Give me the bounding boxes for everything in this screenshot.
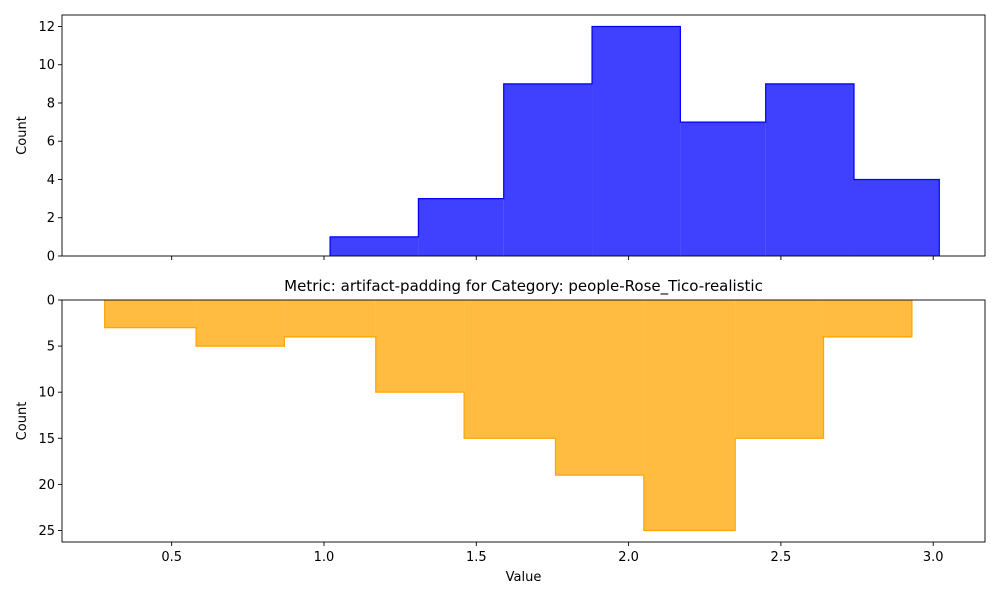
top-histogram-panel: 0 2 4 6 8 10 12 Count	[15, 14, 986, 265]
bottom-y-tick-label: 10	[38, 386, 55, 401]
top-y-tick-label: 0	[47, 250, 55, 265]
bottom-x-tick-label: 2.0	[618, 550, 639, 565]
top-hist-bar	[418, 198, 504, 256]
top-y-tick-label: 8	[47, 96, 55, 111]
bottom-hist-bar	[823, 300, 912, 337]
top-hist-bar	[765, 83, 855, 256]
bottom-x-tick-label: 0.5	[161, 550, 182, 565]
top-y-tick-label: 4	[47, 173, 55, 188]
top-y-axis-label: Count	[15, 116, 30, 155]
bottom-hist-bar	[643, 300, 736, 531]
bottom-hist-bar	[196, 300, 285, 347]
top-hist-bar	[503, 83, 593, 256]
bottom-hist-bar	[284, 300, 376, 337]
bottom-x-tick-label: 1.0	[314, 550, 335, 565]
top-y-tick-label: 2	[47, 211, 55, 226]
bottom-y-tick-label: 25	[38, 524, 55, 539]
bottom-y-tick-label: 0	[47, 294, 55, 309]
bottom-x-tick-label: 2.5	[771, 550, 792, 565]
top-hist-outline	[329, 25, 940, 256]
top-hist-bar	[680, 122, 766, 256]
bottom-hist-bar	[464, 300, 556, 439]
top-y-tick-label: 12	[38, 20, 55, 35]
bottom-y-tick-label: 5	[47, 340, 55, 355]
bottom-x-axis-label: Value	[506, 570, 542, 585]
top-hist-bar	[330, 236, 419, 256]
bottom-hist-outline	[104, 300, 913, 532]
bottom-histogram-panel: 0 5 10 15 20 25 0.5 1.0 1.5 2.0 2.5 3.0 Count Value Me…	[15, 277, 986, 585]
top-hist-bar	[592, 26, 681, 256]
top-axes-frame	[61, 14, 986, 257]
bottom-hist-bar	[555, 300, 644, 476]
bottom-x-tick-label: 3.0	[923, 550, 944, 565]
bottom-y-axis-label: Count	[15, 402, 30, 441]
top-y-tick-label: 6	[47, 135, 55, 150]
bottom-y-tick-label: 20	[38, 478, 55, 493]
bottom-axes-frame	[61, 299, 986, 543]
bottom-hist-bar	[104, 300, 197, 328]
bottom-x-tick-label: 1.5	[466, 550, 487, 565]
bottom-y-tick-label: 15	[38, 432, 55, 447]
top-y-tick-label: 10	[38, 58, 55, 73]
bottom-hist-bar	[375, 300, 465, 393]
bottom-chart-title: Metric: artifact-padding for Category: p…	[284, 277, 763, 296]
bottom-hist-bar	[735, 300, 824, 439]
top-hist-bar	[854, 179, 940, 256]
